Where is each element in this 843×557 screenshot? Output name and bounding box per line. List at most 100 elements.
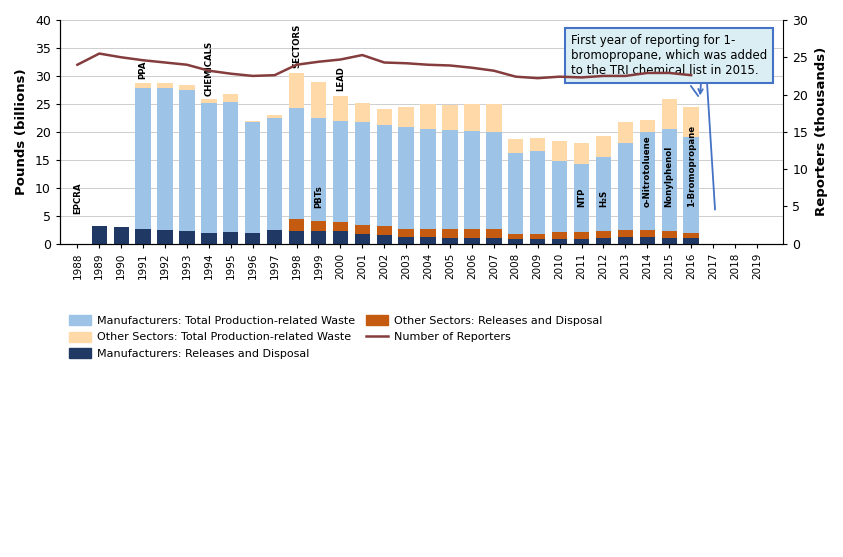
Bar	[464, 237, 480, 244]
Bar	[640, 229, 655, 237]
Bar	[267, 229, 282, 244]
Bar	[464, 104, 480, 131]
Bar	[574, 232, 589, 238]
Bar	[311, 221, 326, 231]
Bar	[552, 141, 567, 161]
Bar	[399, 237, 414, 244]
Bar	[114, 227, 129, 244]
Bar	[180, 90, 195, 244]
Text: 1-Bromopropane: 1-Bromopropane	[686, 125, 695, 207]
Bar	[289, 108, 304, 244]
Bar	[640, 237, 655, 244]
Text: LEAD: LEAD	[336, 66, 345, 91]
Text: First year of reporting for 1-
bromopropane, which was added
to the TRI chemical: First year of reporting for 1- bromoprop…	[571, 34, 767, 96]
Bar	[421, 228, 436, 237]
Bar	[180, 85, 195, 90]
Bar	[114, 227, 129, 244]
Bar	[486, 105, 502, 133]
Text: o-Nitrotoluene: o-Nitrotoluene	[642, 136, 652, 207]
Y-axis label: Reporters (thousands): Reporters (thousands)	[815, 47, 828, 217]
Bar	[399, 128, 414, 244]
Bar	[662, 99, 677, 129]
Bar	[333, 121, 348, 244]
Bar	[136, 82, 151, 88]
Bar	[443, 130, 458, 244]
Bar	[530, 138, 545, 151]
Bar	[662, 237, 677, 244]
Bar	[596, 157, 611, 244]
Bar	[289, 231, 304, 244]
Bar	[421, 129, 436, 244]
Text: H₂S: H₂S	[599, 190, 608, 207]
Bar	[355, 122, 370, 244]
Bar	[464, 131, 480, 244]
Bar	[662, 231, 677, 237]
Bar	[311, 118, 326, 244]
Bar	[223, 232, 239, 244]
Bar	[311, 81, 326, 118]
Bar	[267, 118, 282, 244]
Bar	[530, 151, 545, 244]
Text: EPCRA: EPCRA	[72, 183, 82, 214]
Bar	[662, 129, 677, 244]
Bar	[245, 232, 260, 244]
Bar	[684, 232, 699, 238]
Bar	[333, 222, 348, 231]
Bar	[640, 120, 655, 132]
Bar	[552, 232, 567, 238]
Y-axis label: Pounds (billions): Pounds (billions)	[15, 69, 28, 195]
Bar	[245, 121, 260, 123]
Bar	[333, 231, 348, 244]
Bar	[245, 123, 260, 244]
Text: NTP: NTP	[577, 188, 586, 207]
Bar	[267, 115, 282, 118]
Bar	[508, 239, 524, 244]
Text: SECTORS: SECTORS	[292, 23, 301, 67]
Legend: Manufacturers: Total Production-related Waste, Other Sectors: Total Production-r: Manufacturers: Total Production-related …	[66, 312, 605, 362]
Bar	[552, 161, 567, 244]
Bar	[464, 229, 480, 237]
Text: Nonylphenol: Nonylphenol	[664, 146, 674, 207]
Bar	[530, 233, 545, 239]
Bar	[486, 237, 502, 244]
Bar	[618, 143, 633, 244]
Bar	[596, 136, 611, 157]
Bar	[684, 138, 699, 244]
Bar	[201, 233, 217, 244]
Bar	[377, 110, 392, 125]
Bar	[618, 237, 633, 244]
Bar	[311, 231, 326, 244]
Text: PBTs: PBTs	[314, 185, 323, 208]
Text: CHEMICALS: CHEMICALS	[204, 40, 213, 95]
Bar	[158, 82, 173, 88]
Bar	[355, 225, 370, 234]
Bar	[684, 238, 699, 244]
Bar	[136, 88, 151, 244]
Bar	[399, 107, 414, 128]
Bar	[355, 104, 370, 122]
Bar	[443, 229, 458, 237]
Bar	[596, 238, 611, 244]
Bar	[618, 229, 633, 237]
Bar	[618, 122, 633, 143]
Bar	[377, 235, 392, 244]
Bar	[640, 132, 655, 244]
Bar	[158, 88, 173, 244]
Bar	[180, 231, 195, 244]
Bar	[289, 219, 304, 231]
Text: PPA: PPA	[138, 60, 148, 79]
Bar	[574, 143, 589, 164]
Bar	[421, 237, 436, 244]
Bar	[92, 226, 107, 244]
Bar	[377, 226, 392, 235]
Bar	[158, 229, 173, 244]
Bar	[596, 231, 611, 238]
Bar	[421, 104, 436, 129]
Bar	[201, 99, 217, 103]
Bar	[684, 107, 699, 138]
Bar	[399, 228, 414, 237]
Bar	[443, 237, 458, 244]
Bar	[530, 239, 545, 244]
Bar	[574, 164, 589, 244]
Bar	[136, 228, 151, 244]
